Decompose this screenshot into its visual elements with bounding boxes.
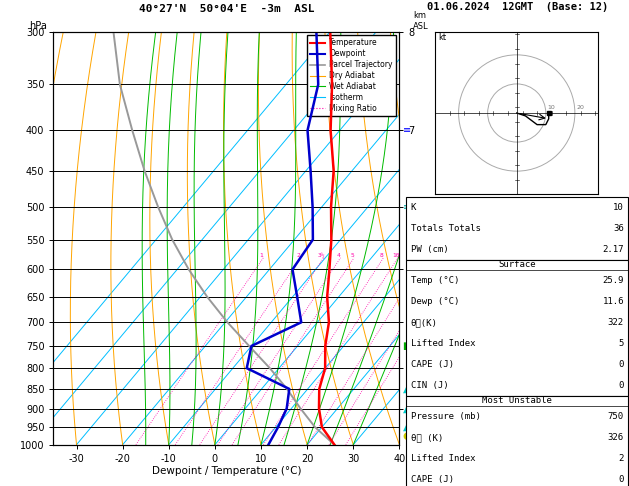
Text: 36: 36	[613, 224, 624, 233]
Text: K: K	[411, 203, 416, 212]
Text: ≡: ≡	[403, 202, 411, 212]
Text: © weatheronline.co.uk: © weatheronline.co.uk	[409, 471, 504, 480]
Text: CIN (J): CIN (J)	[411, 381, 448, 390]
Text: ≡: ≡	[403, 125, 411, 135]
Text: Lifted Index: Lifted Index	[411, 339, 476, 348]
Text: 11.6: 11.6	[603, 297, 624, 306]
Text: 5: 5	[618, 339, 624, 348]
Text: θᴛ (K): θᴛ (K)	[411, 433, 443, 442]
Text: 10: 10	[613, 203, 624, 212]
Text: 0: 0	[618, 475, 624, 484]
Text: 3½: 3½	[318, 253, 325, 258]
Text: 0: 0	[618, 381, 624, 390]
Text: Dewp (°C): Dewp (°C)	[411, 297, 459, 306]
Text: CAPE (J): CAPE (J)	[411, 360, 454, 369]
Text: CAPE (J): CAPE (J)	[411, 475, 454, 484]
Text: LCL: LCL	[413, 368, 428, 377]
Text: Pressure (mb): Pressure (mb)	[411, 412, 481, 421]
Text: 40°27'N  50°04'E  -3m  ASL: 40°27'N 50°04'E -3m ASL	[138, 3, 314, 14]
Text: PW (cm): PW (cm)	[411, 244, 448, 254]
Text: ●: ●	[403, 431, 411, 441]
Text: ▲: ▲	[403, 384, 410, 394]
Text: 20: 20	[576, 104, 584, 110]
Text: ▲: ▲	[403, 422, 410, 432]
Text: 01.06.2024  12GMT  (Base: 12): 01.06.2024 12GMT (Base: 12)	[426, 2, 608, 12]
Text: 2: 2	[297, 253, 301, 258]
Text: 750: 750	[608, 412, 624, 421]
Text: Totals Totals: Totals Totals	[411, 224, 481, 233]
Text: Most Unstable: Most Unstable	[482, 397, 552, 405]
Text: ■: ■	[403, 341, 412, 351]
Text: 10: 10	[392, 253, 400, 258]
Text: 5: 5	[350, 253, 354, 258]
Text: 10: 10	[547, 104, 555, 110]
Text: ▲: ▲	[403, 403, 410, 414]
Text: Surface: Surface	[498, 260, 535, 269]
Text: kt: kt	[438, 34, 447, 42]
X-axis label: Dewpoint / Temperature (°C): Dewpoint / Temperature (°C)	[152, 467, 301, 476]
Legend: Temperature, Dewpoint, Parcel Trajectory, Dry Adiabat, Wet Adiabat, Isotherm, Mi: Temperature, Dewpoint, Parcel Trajectory…	[307, 35, 396, 116]
Text: 25.9: 25.9	[603, 276, 624, 285]
Text: 0: 0	[618, 360, 624, 369]
Text: Lifted Index: Lifted Index	[411, 454, 476, 463]
Text: km
ASL: km ASL	[413, 11, 429, 31]
Text: θᴛ(K): θᴛ(K)	[411, 318, 438, 327]
Text: hPa: hPa	[29, 21, 47, 31]
Text: 322: 322	[608, 318, 624, 327]
Text: 4: 4	[337, 253, 340, 258]
Text: 2: 2	[618, 454, 624, 463]
Text: Temp (°C): Temp (°C)	[411, 276, 459, 285]
Text: 2.17: 2.17	[603, 244, 624, 254]
Text: 1: 1	[259, 253, 263, 258]
Text: 8: 8	[380, 253, 384, 258]
Text: 326: 326	[608, 433, 624, 442]
